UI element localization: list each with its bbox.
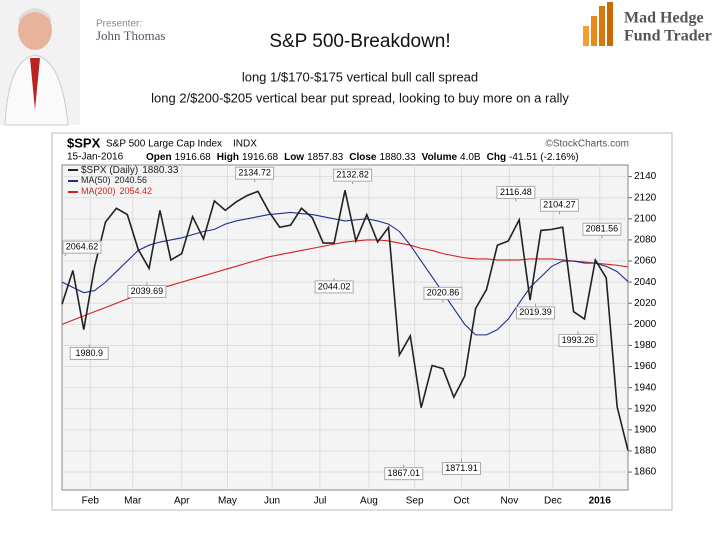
slide-text: long 1/$170-$175 vertical bull call spre… bbox=[242, 69, 478, 84]
legend-name: MA(200) bbox=[81, 186, 116, 196]
x-tick-label: May bbox=[218, 496, 237, 507]
y-tick-label: 2080 bbox=[634, 235, 657, 246]
quote-label: Open bbox=[146, 152, 172, 163]
logo-text: Mad Hedge bbox=[624, 10, 704, 27]
quote-value: 1857.83 bbox=[307, 152, 344, 163]
logo-icon bbox=[583, 2, 613, 46]
x-tick-label: Mar bbox=[124, 496, 142, 507]
annotation-label: 1871.91 bbox=[445, 463, 478, 473]
presenter-label: Presenter: bbox=[96, 19, 142, 30]
slide-title: S&P 500-Breakdown! bbox=[269, 31, 450, 52]
legend-entry: $SPX (Daily) 1880.33 bbox=[81, 165, 179, 176]
logo-text: Fund Trader bbox=[624, 28, 712, 45]
x-tick-label: Dec bbox=[544, 496, 562, 507]
y-tick-label: 1920 bbox=[634, 403, 657, 414]
y-tick-label: 1880 bbox=[634, 446, 657, 457]
y-tick-label: 2000 bbox=[634, 319, 657, 330]
exchange: INDX bbox=[233, 139, 257, 150]
annotation-label: 2132.82 bbox=[336, 170, 369, 180]
y-tick-label: 2060 bbox=[634, 256, 657, 267]
annotation-box bbox=[515, 306, 555, 320]
quote-value: -41.51 (-2.16%) bbox=[509, 152, 578, 163]
y-tick-label: 1940 bbox=[634, 382, 657, 393]
series-line bbox=[61, 190, 629, 451]
annotation-box bbox=[235, 166, 275, 180]
x-tick-label: Apr bbox=[174, 496, 190, 507]
y-tick-label: 2100 bbox=[634, 213, 657, 224]
annotation-label: 1980.9 bbox=[75, 348, 103, 358]
annotation-box bbox=[441, 461, 481, 475]
index-name: S&P 500 Large Cap Index bbox=[106, 139, 222, 150]
annotation-box bbox=[539, 198, 579, 212]
y-tick-label: 2040 bbox=[634, 277, 657, 288]
annotation-box bbox=[62, 240, 102, 254]
legend-value: 2054.42 bbox=[120, 186, 153, 196]
quote-value: 1880.33 bbox=[379, 152, 416, 163]
date: 15-Jan-2016 bbox=[67, 152, 124, 163]
x-tick-label: Sep bbox=[406, 496, 424, 507]
annotation-box bbox=[558, 333, 598, 347]
presenter-name: John Thomas bbox=[96, 28, 165, 43]
legend-entry: MA(200) 2054.42 bbox=[81, 186, 152, 196]
x-tick-label: Feb bbox=[82, 496, 100, 507]
annotation-label: 2064.62 bbox=[66, 242, 99, 252]
y-tick-label: 1960 bbox=[634, 361, 657, 372]
quote-label: High bbox=[217, 152, 239, 163]
annotation-box bbox=[314, 280, 354, 294]
quote-label: Chg bbox=[487, 152, 506, 163]
quote-value: 1916.68 bbox=[175, 152, 212, 163]
annotation-box bbox=[423, 286, 463, 300]
x-tick-label: Nov bbox=[500, 496, 518, 507]
y-tick-label: 1860 bbox=[634, 467, 657, 478]
legend-value: 2040.56 bbox=[115, 175, 148, 185]
annotation-label: 2044.02 bbox=[318, 281, 351, 291]
y-tick-label: 2020 bbox=[634, 298, 657, 309]
annotation-box bbox=[496, 185, 536, 199]
annotation-label: 1867.01 bbox=[388, 468, 421, 478]
series-line bbox=[61, 211, 629, 336]
x-tick-label: Oct bbox=[454, 496, 470, 507]
annotation-box bbox=[582, 222, 622, 236]
annotation-box bbox=[384, 467, 424, 481]
quote-value: 4.0B bbox=[460, 152, 481, 163]
annotation-box bbox=[69, 346, 109, 360]
legend-name: $SPX (Daily) bbox=[81, 165, 138, 176]
quote-value: 1916.68 bbox=[242, 152, 279, 163]
x-tick-label: Jun bbox=[264, 496, 280, 507]
quote-label: Volume bbox=[422, 152, 458, 163]
annotation-box bbox=[333, 168, 373, 182]
quote-label: Low bbox=[284, 152, 304, 163]
annotation-label: 2104.27 bbox=[543, 200, 576, 210]
annotation-label: 1993.26 bbox=[562, 335, 595, 345]
annotation-label: 2081.56 bbox=[586, 224, 619, 234]
symbol: $SPX bbox=[67, 135, 101, 150]
legend-name: MA(50) bbox=[81, 175, 111, 185]
annotation-label: 2019.39 bbox=[519, 307, 552, 317]
x-tick-label: Jul bbox=[314, 496, 327, 507]
annotation-label: 2039.69 bbox=[131, 286, 164, 296]
presenter-photo bbox=[0, 0, 80, 126]
x-tick-label: 2016 bbox=[589, 496, 612, 507]
plot-area bbox=[61, 164, 629, 491]
legend-entry: MA(50) 2040.56 bbox=[81, 175, 147, 185]
source: ©StockCharts.com bbox=[545, 139, 629, 150]
y-tick-label: 1980 bbox=[634, 340, 657, 351]
annotation-label: 2134.72 bbox=[238, 168, 271, 178]
legend-value: 1880.33 bbox=[142, 165, 179, 176]
y-tick-label: 2120 bbox=[634, 192, 657, 203]
quote-label: Close bbox=[349, 152, 377, 163]
annotation-box bbox=[127, 284, 167, 298]
y-tick-label: 2140 bbox=[634, 171, 657, 182]
y-tick-label: 1900 bbox=[634, 424, 657, 435]
annotation-label: 2116.48 bbox=[500, 187, 532, 197]
quote: Open 1916.68 High 1916.68 Low 1857.83 Close 188… bbox=[146, 152, 579, 163]
slide-text: long 2/$200-$205 vertical bear put sprea… bbox=[151, 90, 569, 105]
annotation-label: 2020.86 bbox=[427, 288, 460, 298]
x-tick-label: Aug bbox=[360, 496, 378, 507]
